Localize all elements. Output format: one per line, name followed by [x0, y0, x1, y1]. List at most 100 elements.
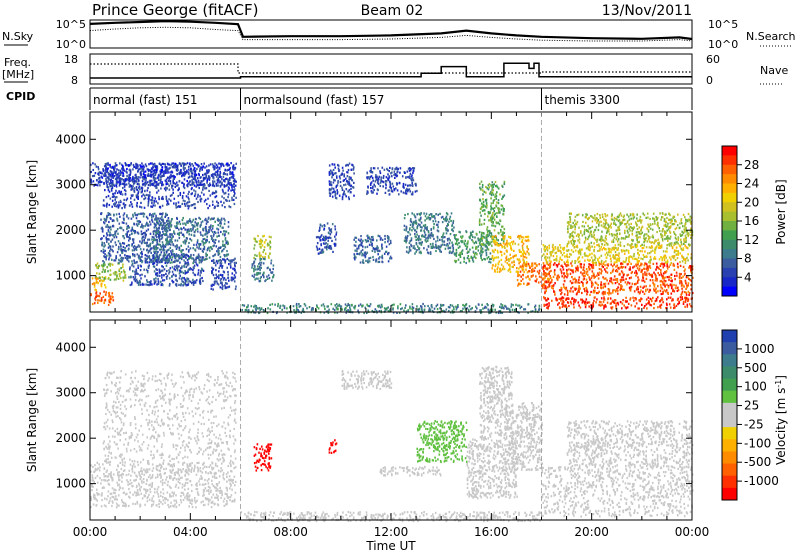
- heatmap-cell: [116, 218, 118, 220]
- heatmap-cell: [384, 241, 386, 243]
- heatmap-cell: [110, 298, 112, 300]
- heatmap-cell: [323, 242, 325, 244]
- heatmap-cell: [110, 170, 112, 172]
- heatmap-cell: [222, 240, 224, 242]
- heatmap-cell: [480, 200, 482, 202]
- heatmap-cell: [129, 169, 131, 171]
- heatmap-cell: [212, 201, 214, 203]
- heatmap-cell: [226, 163, 228, 165]
- heatmap-cell: [204, 246, 206, 248]
- heatmap-cell: [427, 216, 429, 218]
- heatmap-cell: [543, 278, 545, 280]
- heatmap-cell: [421, 229, 423, 231]
- heatmap-cell: [563, 273, 565, 275]
- heatmap-cell: [184, 266, 186, 268]
- heatmap-cell: [103, 302, 105, 304]
- heatmap-cell: [205, 173, 207, 175]
- heatmap-cell: [154, 223, 156, 225]
- heatmap-cell: [543, 273, 545, 275]
- heatmap-cell: [509, 268, 511, 270]
- heatmap-cell: [137, 189, 139, 191]
- heatmap-cell: [153, 182, 155, 184]
- heatmap-cell: [468, 258, 470, 260]
- heatmap-cell: [561, 270, 563, 272]
- heatmap-cell: [154, 164, 156, 166]
- heatmap-cell: [182, 253, 184, 255]
- heatmap-cell: [496, 215, 498, 217]
- heatmap-cell: [191, 224, 193, 226]
- heatmap-cell: [128, 276, 130, 278]
- heatmap-cell: [192, 279, 194, 281]
- heatmap-cell: [110, 246, 112, 248]
- heatmap-cell: [124, 271, 126, 273]
- heatmap-cell: [270, 271, 272, 273]
- heatmap-cell: [125, 250, 127, 252]
- heatmap-cell: [104, 284, 106, 286]
- heatmap-cell: [130, 201, 132, 203]
- heatmap-cell: [655, 269, 657, 271]
- heatmap-cell: [381, 176, 383, 178]
- heatmap-cell: [177, 169, 179, 171]
- heatmap-cell: [172, 250, 174, 252]
- heatmap-cell: [537, 271, 539, 273]
- heatmap-cell: [162, 163, 164, 165]
- heatmap-cell: [213, 244, 215, 246]
- heatmap-cell: [617, 267, 619, 269]
- heatmap-cell: [445, 217, 447, 219]
- heatmap-cell: [171, 234, 173, 236]
- heatmap-cell: [211, 270, 213, 272]
- heatmap-cell: [221, 219, 223, 221]
- heatmap-cell: [196, 244, 198, 246]
- heatmap-cell: [160, 173, 162, 175]
- heatmap-cell: [634, 290, 636, 292]
- heatmap-cell: [147, 223, 149, 225]
- heatmap-cell: [183, 199, 185, 201]
- heatmap-cell: [158, 174, 160, 176]
- heatmap-cell: [170, 247, 172, 249]
- heatmap-cell: [617, 290, 619, 292]
- heatmap-cell: [271, 280, 273, 282]
- heatmap-cell: [124, 186, 126, 188]
- heatmap-cell: [124, 204, 126, 206]
- heatmap-cell: [200, 180, 202, 182]
- heatmap-cell: [107, 212, 109, 214]
- heatmap-cell: [617, 270, 619, 272]
- heatmap-cell: [353, 195, 355, 197]
- heatmap-cell: [147, 204, 149, 206]
- heatmap-cell: [632, 283, 634, 285]
- nsky-line: [90, 21, 692, 39]
- heatmap-cell: [154, 213, 156, 215]
- heatmap-cell: [165, 238, 167, 240]
- heatmap-cell: [272, 268, 274, 270]
- heatmap-cell: [134, 262, 136, 264]
- heatmap-cell: [162, 231, 164, 233]
- heatmap-cell: [420, 213, 422, 215]
- heatmap-cell: [361, 244, 363, 246]
- heatmap-cell: [587, 291, 589, 293]
- heatmap-cell: [383, 177, 385, 179]
- heatmap-cell: [554, 282, 556, 284]
- heatmap-cell: [362, 249, 364, 251]
- heatmap-cell: [660, 284, 662, 286]
- heatmap-cell: [185, 163, 187, 165]
- heatmap-cell: [118, 190, 120, 192]
- heatmap-cell: [259, 243, 261, 245]
- heatmap-cell: [157, 256, 159, 258]
- heatmap-cell: [112, 264, 114, 266]
- heatmap-cell: [133, 242, 135, 244]
- heatmap-cell: [170, 250, 172, 252]
- heatmap-cell: [426, 218, 428, 220]
- heatmap-cell: [177, 268, 179, 270]
- heatmap-cell: [198, 243, 200, 245]
- heatmap-cell: [131, 282, 133, 284]
- heatmap-cell: [375, 174, 377, 176]
- heatmap-cell: [184, 187, 186, 189]
- heatmap-cell: [149, 239, 151, 241]
- heatmap-cell: [668, 266, 670, 268]
- heatmap-cell: [214, 181, 216, 183]
- heatmap-cell: [179, 237, 181, 239]
- heatmap-cell: [647, 288, 649, 290]
- heatmap-cell: [546, 287, 548, 289]
- heatmap-cell: [554, 273, 556, 275]
- heatmap-cell: [226, 255, 228, 257]
